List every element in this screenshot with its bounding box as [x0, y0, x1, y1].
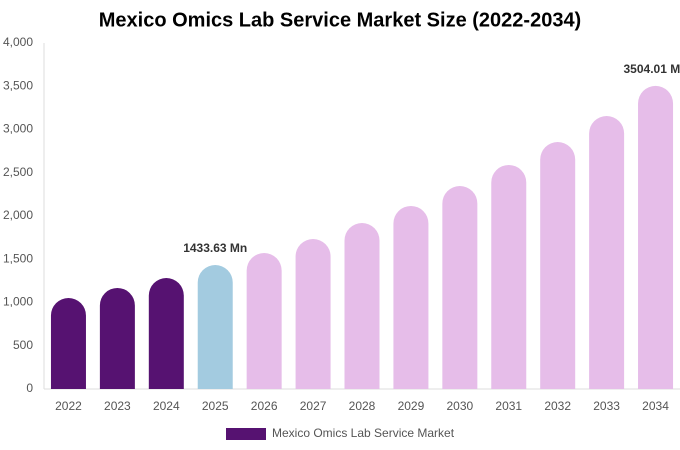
bar: [197, 264, 233, 389]
y-tick-label: 1,500: [3, 251, 33, 265]
y-tick-label: 1,000: [3, 295, 33, 309]
bar: [50, 298, 86, 389]
y-tick-label: 3,500: [3, 78, 33, 92]
bar: [638, 85, 674, 389]
bar: [99, 287, 135, 389]
x-tick-label: 2029: [398, 399, 425, 413]
x-tick-label: 2028: [349, 399, 376, 413]
x-tick-label: 2025: [202, 399, 229, 413]
y-tick-label: 2,500: [3, 165, 33, 179]
bar: [393, 205, 429, 389]
y-tick-label: 4,000: [3, 35, 33, 49]
bar: [295, 239, 331, 389]
x-tick-label: 2024: [153, 399, 180, 413]
y-tick-label: 0: [26, 381, 33, 395]
bar: [540, 142, 576, 389]
x-tick-label: 2023: [104, 399, 131, 413]
bar: [246, 253, 282, 389]
x-tick-label: 2033: [593, 399, 620, 413]
y-tick-label: 500: [13, 338, 33, 352]
legend-label: Mexico Omics Lab Service Market: [272, 426, 455, 440]
x-tick-label: 2031: [495, 399, 522, 413]
legend-swatch: [226, 428, 266, 440]
x-tick-label: 2030: [446, 399, 473, 413]
bar: [148, 278, 184, 389]
y-tick-label: 3,000: [3, 122, 33, 136]
data-label: 1433.63 Mn: [183, 241, 247, 255]
x-tick-label: 2022: [55, 399, 82, 413]
y-tick-label: 2,000: [3, 208, 33, 222]
x-tick-label: 2034: [642, 399, 669, 413]
bar: [491, 164, 527, 389]
bar: [589, 116, 625, 389]
x-tick-label: 2026: [251, 399, 278, 413]
bar: [344, 223, 380, 389]
x-tick-label: 2027: [300, 399, 327, 413]
x-tick-label: 2032: [544, 399, 571, 413]
chart-title: Mexico Omics Lab Service Market Size (20…: [99, 9, 581, 31]
bar: [442, 185, 478, 389]
data-label: 3504.01 Mn: [624, 62, 680, 76]
